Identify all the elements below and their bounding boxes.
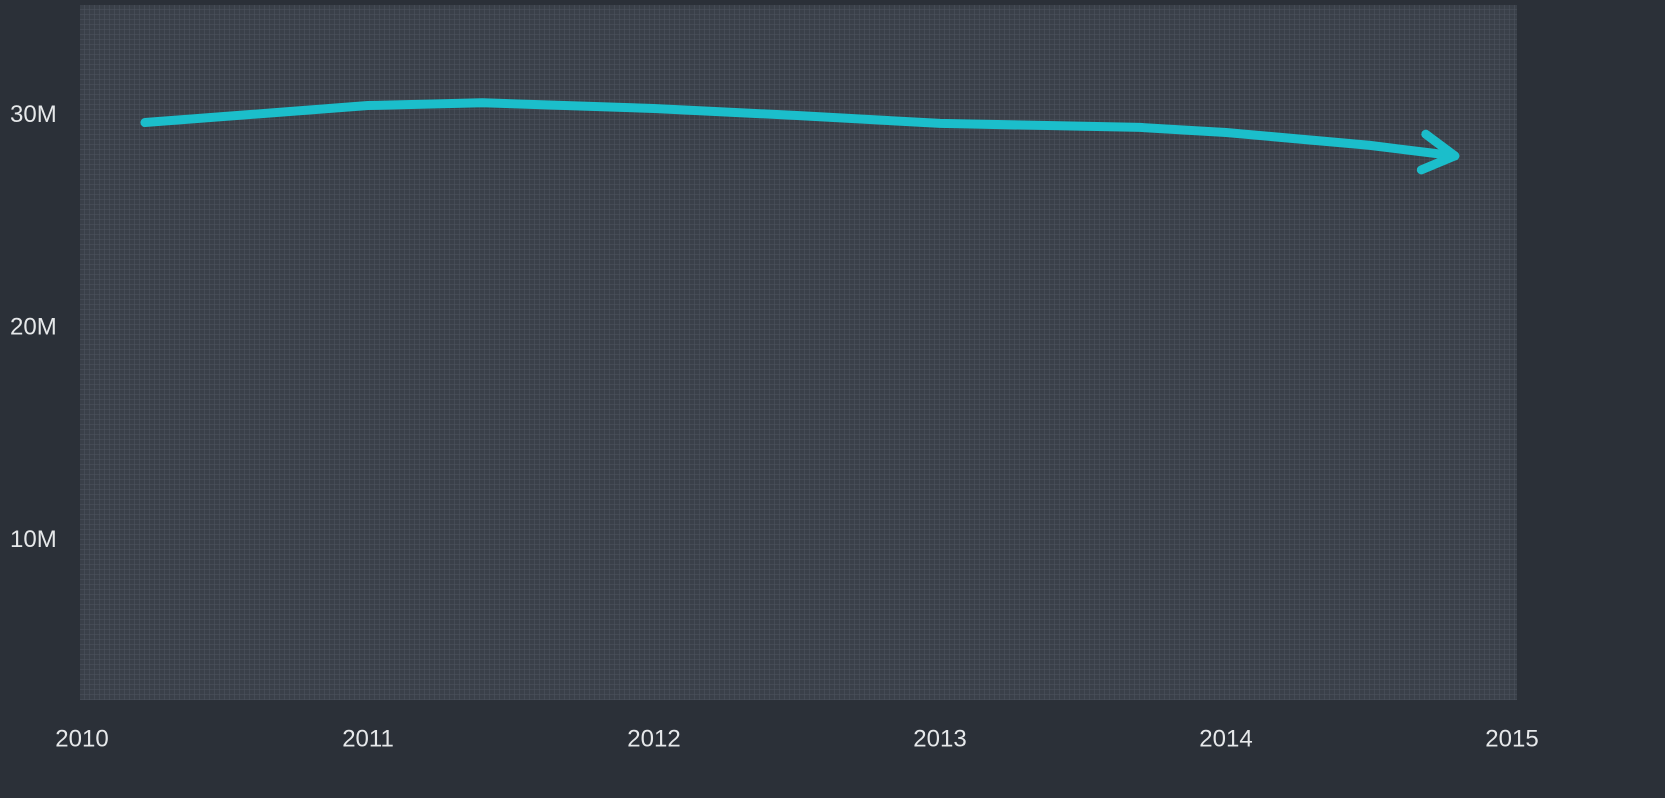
y-tick-label: 20M	[10, 313, 57, 340]
x-tick-label: 2011	[342, 725, 394, 752]
x-tick-label: 2014	[1199, 725, 1252, 752]
x-tick-label: 2015	[1485, 725, 1538, 752]
x-tick-label: 2010	[55, 725, 108, 752]
x-tick-label: 2012	[627, 725, 680, 752]
y-tick-label: 30M	[10, 101, 57, 128]
x-tick-label: 2013	[913, 725, 966, 752]
y-tick-label: 10M	[10, 526, 57, 553]
line	[140, 98, 1460, 175]
plot-area	[80, 5, 1517, 700]
